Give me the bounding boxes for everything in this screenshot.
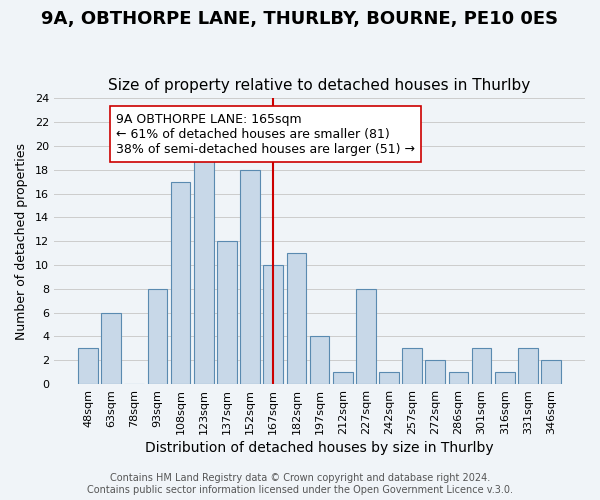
Bar: [472, 348, 491, 384]
Bar: [240, 170, 260, 384]
Bar: [78, 348, 98, 384]
Bar: [148, 289, 167, 384]
Bar: [356, 289, 376, 384]
Bar: [379, 372, 399, 384]
Text: 9A, OBTHORPE LANE, THURLBY, BOURNE, PE10 0ES: 9A, OBTHORPE LANE, THURLBY, BOURNE, PE10…: [41, 10, 559, 28]
Bar: [518, 348, 538, 384]
Title: Size of property relative to detached houses in Thurlby: Size of property relative to detached ho…: [109, 78, 530, 93]
Bar: [101, 312, 121, 384]
Bar: [333, 372, 353, 384]
Text: Contains HM Land Registry data © Crown copyright and database right 2024.
Contai: Contains HM Land Registry data © Crown c…: [87, 474, 513, 495]
Bar: [425, 360, 445, 384]
Bar: [402, 348, 422, 384]
Bar: [171, 182, 190, 384]
Text: 9A OBTHORPE LANE: 165sqm
← 61% of detached houses are smaller (81)
38% of semi-d: 9A OBTHORPE LANE: 165sqm ← 61% of detach…: [116, 112, 415, 156]
Bar: [541, 360, 561, 384]
Bar: [449, 372, 468, 384]
Bar: [217, 241, 237, 384]
Bar: [263, 265, 283, 384]
Bar: [287, 253, 306, 384]
Y-axis label: Number of detached properties: Number of detached properties: [15, 142, 28, 340]
Bar: [310, 336, 329, 384]
X-axis label: Distribution of detached houses by size in Thurlby: Distribution of detached houses by size …: [145, 441, 494, 455]
Bar: [495, 372, 515, 384]
Bar: [194, 146, 214, 384]
